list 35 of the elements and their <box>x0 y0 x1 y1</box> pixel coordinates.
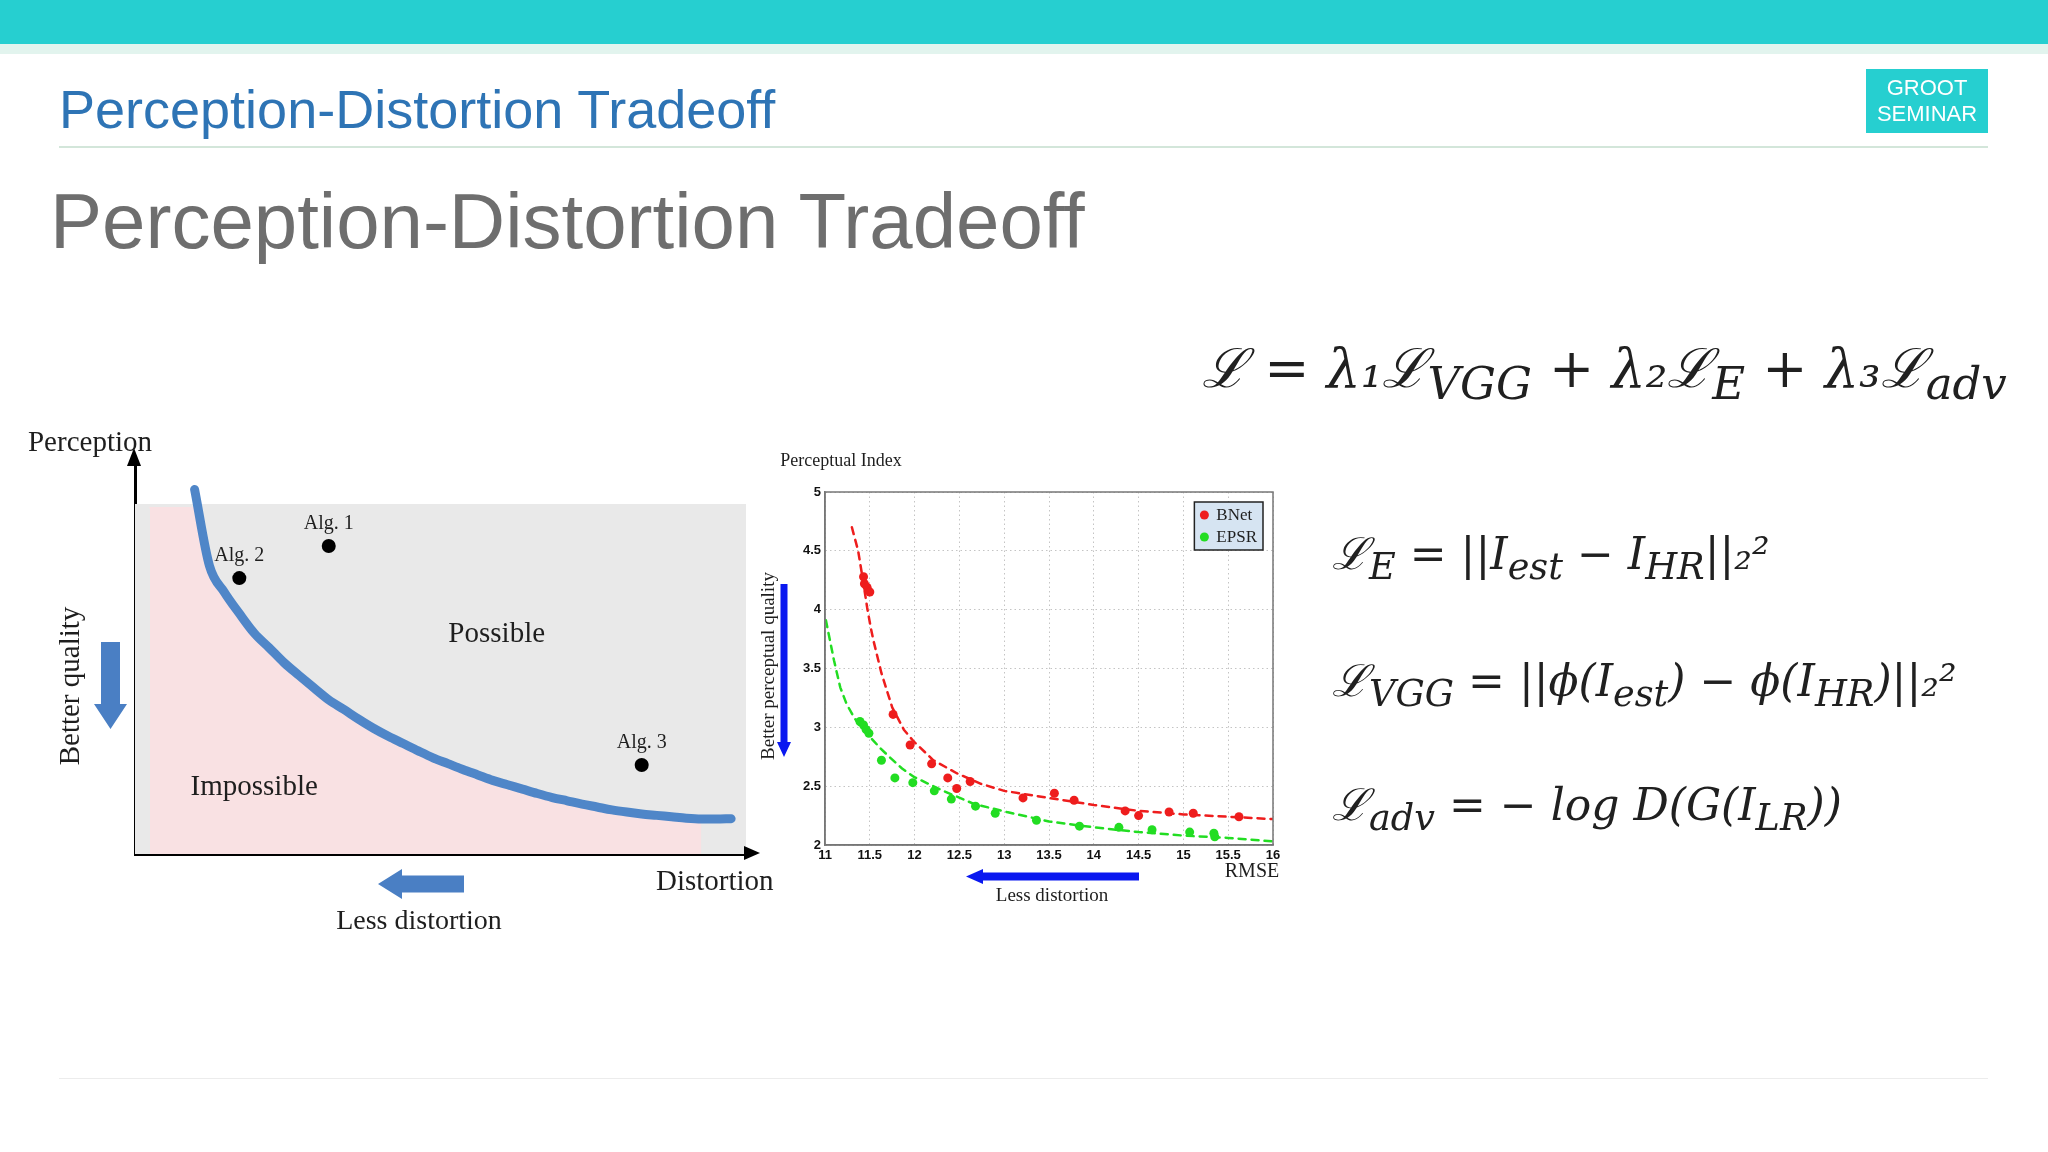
x-tick-label: 12.5 <box>946 847 973 863</box>
x-tick-label: 14 <box>1086 847 1102 863</box>
series-label: Alg. 1 <box>303 511 354 535</box>
x-tick-label: 13.5 <box>1036 847 1062 863</box>
text: ℒ = λ₁ℒ$_{VGG}$ + λ₂ℒ$_{E}$ + λ₃ℒ$_{adv}$ <box>1202 337 2007 410</box>
y-axis-title: Perceptual Index <box>780 450 902 470</box>
y-tick-label: 4.5 <box>802 542 821 558</box>
text: ℒ$_{adv}$ = − log D(G(I$_{LR}$)) <box>1332 779 1842 840</box>
y-axis-title: Perception <box>27 424 153 457</box>
series-label: Impossible <box>190 769 318 802</box>
text: ℒ$_{VGG}$ = ||ϕ(I$_{est}$) − ϕ(I$_{HR}$)||₂² <box>1332 655 1957 716</box>
y-tick-label: 2.5 <box>802 777 821 793</box>
x-tick-label: 15 <box>1176 847 1191 863</box>
legend-label: EPSR <box>1216 527 1258 547</box>
y-tick-label: 5 <box>813 483 821 499</box>
text: Perception-Distortion Tradeoff <box>59 79 776 139</box>
x-tick-label: 11.5 <box>857 847 883 863</box>
series-label: Alg. 3 <box>616 730 667 754</box>
x-tick-label: 14.5 <box>1125 847 1152 863</box>
x-tick-label: 12 <box>907 847 922 863</box>
text: ℒ$_{E}$ = ||I$_{est}$ − I$_{HR}$||₂² <box>1332 528 1770 589</box>
text: Less distortion <box>336 904 502 935</box>
band-label: Possible <box>448 615 546 648</box>
text: Better perceptual quality <box>756 572 778 760</box>
text: Better quality <box>52 606 85 766</box>
text: Perception-Distortion Tradeoff <box>50 177 1085 265</box>
y-tick-label: 4 <box>813 601 822 617</box>
x-axis-title: Distortion <box>656 863 774 896</box>
x-tick-label: 13 <box>996 847 1012 863</box>
legend-label: BNet <box>1216 505 1253 525</box>
series-label: Alg. 2 <box>214 543 265 567</box>
y-tick-label: 3.5 <box>802 660 821 676</box>
y-tick-label: 3 <box>813 718 821 734</box>
text: GROOT SEMINAR <box>1866 69 1988 133</box>
text: Less distortion <box>995 883 1109 905</box>
